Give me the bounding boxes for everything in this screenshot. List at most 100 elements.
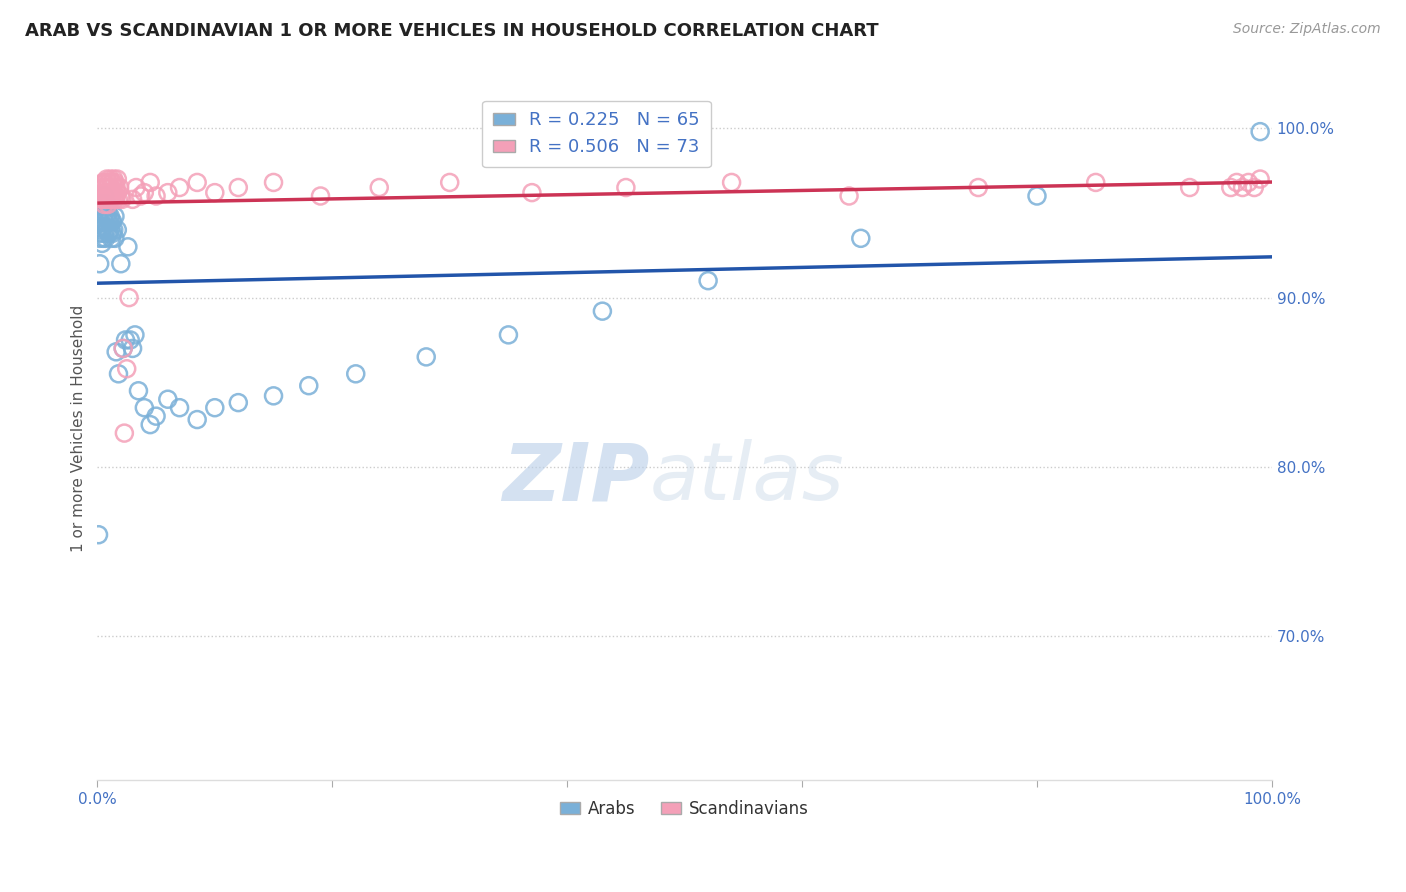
Point <box>105 180 128 194</box>
Point <box>96 193 118 207</box>
Point <box>94 186 117 200</box>
Point <box>105 172 128 186</box>
Point <box>124 327 146 342</box>
Point <box>368 180 391 194</box>
Point <box>169 180 191 194</box>
Point <box>101 176 124 190</box>
Legend: Arabs, Scandinavians: Arabs, Scandinavians <box>554 793 815 825</box>
Point <box>169 401 191 415</box>
Point <box>115 361 138 376</box>
Point <box>100 193 122 207</box>
Point <box>98 180 121 194</box>
Point <box>1084 176 1107 190</box>
Point <box>91 236 114 251</box>
Point <box>107 367 129 381</box>
Point <box>98 186 121 200</box>
Point <box>98 214 121 228</box>
Point <box>1226 176 1249 190</box>
Point <box>139 176 162 190</box>
Point <box>101 189 124 203</box>
Point <box>100 231 122 245</box>
Point <box>145 409 167 424</box>
Point <box>111 193 134 207</box>
Point <box>93 197 115 211</box>
Point <box>100 186 122 200</box>
Point <box>94 206 117 220</box>
Text: Source: ZipAtlas.com: Source: ZipAtlas.com <box>1233 22 1381 37</box>
Point <box>93 189 115 203</box>
Point <box>98 189 121 203</box>
Point <box>91 210 114 224</box>
Point <box>118 291 141 305</box>
Point <box>1026 189 1049 203</box>
Point <box>91 231 114 245</box>
Point <box>91 223 114 237</box>
Point <box>967 180 990 194</box>
Point <box>98 223 121 237</box>
Point <box>89 257 111 271</box>
Point <box>94 193 117 207</box>
Point <box>93 176 115 190</box>
Point <box>97 226 120 240</box>
Point <box>96 197 118 211</box>
Point <box>104 231 127 245</box>
Point <box>112 342 135 356</box>
Y-axis label: 1 or more Vehicles in Household: 1 or more Vehicles in Household <box>72 305 86 552</box>
Point <box>98 193 121 207</box>
Point <box>129 189 152 203</box>
Point <box>91 193 114 207</box>
Point <box>263 389 285 403</box>
Point <box>263 176 285 190</box>
Point <box>87 527 110 541</box>
Point <box>1237 176 1260 190</box>
Point <box>439 176 461 190</box>
Point <box>145 189 167 203</box>
Point <box>91 197 114 211</box>
Point <box>498 327 520 342</box>
Point <box>97 197 120 211</box>
Point <box>93 226 115 240</box>
Point <box>156 392 179 407</box>
Point <box>105 186 128 200</box>
Point <box>1249 172 1271 186</box>
Point <box>156 186 179 200</box>
Point <box>226 180 249 194</box>
Point <box>105 189 128 203</box>
Point <box>720 176 742 190</box>
Point <box>114 333 136 347</box>
Text: atlas: atlas <box>650 439 844 517</box>
Point <box>186 176 208 190</box>
Point <box>520 186 543 200</box>
Point <box>94 231 117 245</box>
Point <box>97 189 120 203</box>
Point <box>104 193 127 207</box>
Point <box>94 176 117 190</box>
Point <box>96 210 118 224</box>
Point <box>1219 180 1241 194</box>
Point <box>298 378 321 392</box>
Point <box>121 193 143 207</box>
Point <box>108 180 131 194</box>
Point <box>415 350 437 364</box>
Point <box>90 189 112 203</box>
Text: ARAB VS SCANDINAVIAN 1 OR MORE VEHICLES IN HOUSEHOLD CORRELATION CHART: ARAB VS SCANDINAVIAN 1 OR MORE VEHICLES … <box>25 22 879 40</box>
Point <box>204 186 226 200</box>
Point <box>91 219 114 234</box>
Point <box>121 342 143 356</box>
Point <box>97 214 120 228</box>
Point <box>134 186 156 200</box>
Point <box>127 384 149 398</box>
Point <box>91 176 114 190</box>
Point <box>97 176 120 190</box>
Point <box>101 214 124 228</box>
Point <box>120 333 142 347</box>
Point <box>134 401 156 415</box>
Point <box>98 226 121 240</box>
Point <box>96 180 118 194</box>
Point <box>1243 180 1265 194</box>
Point <box>104 176 127 190</box>
Point <box>591 304 613 318</box>
Point <box>103 186 125 200</box>
Point <box>105 223 128 237</box>
Point <box>90 226 112 240</box>
